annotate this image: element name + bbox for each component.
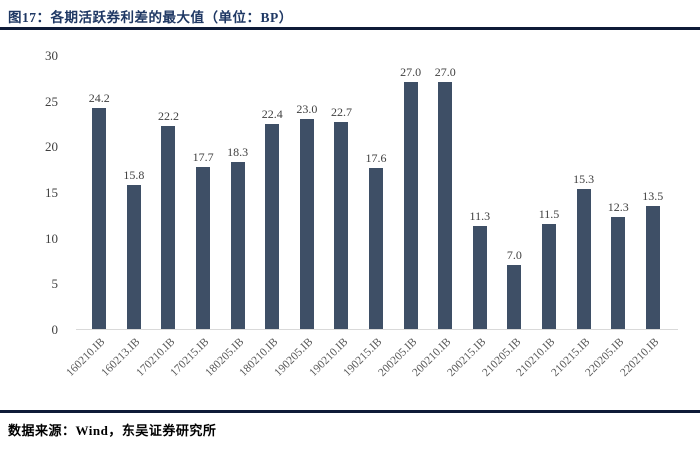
figure-title: 图17：各期活跃券利差的最大值（单位：BP） xyxy=(8,10,293,25)
bar-value-label: 15.8 xyxy=(123,167,145,182)
bar xyxy=(126,184,141,329)
bar xyxy=(542,224,557,329)
bar xyxy=(611,216,626,329)
bar-slot: 22.2 xyxy=(151,56,186,329)
y-tick-label: 5 xyxy=(51,276,59,292)
bar xyxy=(438,82,453,329)
bar-slot: 22.7 xyxy=(324,56,359,329)
bar-value-label: 22.7 xyxy=(330,104,352,119)
y-tick-label: 10 xyxy=(45,230,58,246)
bar-chart: 30 25 20 15 10 5 0 24.2 15.8 22.2 17.7 18.3 22.4 23.… xyxy=(0,33,700,410)
bar xyxy=(92,108,107,329)
bar xyxy=(265,124,280,329)
bar xyxy=(403,82,418,329)
bar-slot: 15.3 xyxy=(566,56,601,329)
bar-value-label: 11.3 xyxy=(469,208,491,223)
bar-slot: 27.0 xyxy=(393,56,428,329)
bar-slot: 24.2 xyxy=(82,56,117,329)
bar xyxy=(472,225,487,329)
bar-value-label: 23.0 xyxy=(296,101,318,116)
y-tick-label: 25 xyxy=(45,93,58,109)
bar-value-label: 7.0 xyxy=(506,248,522,263)
bar xyxy=(230,161,245,329)
y-axis: 30 25 20 15 10 5 0 xyxy=(18,48,58,338)
y-tick-label: 0 xyxy=(51,321,59,337)
data-source: 数据来源：Wind，东吴证券研究所 xyxy=(8,423,217,438)
bar xyxy=(369,168,384,329)
bar-value-label: 27.0 xyxy=(434,65,456,80)
bar xyxy=(645,205,660,329)
bar-value-label: 11.5 xyxy=(538,207,560,221)
bar xyxy=(507,265,522,329)
bar-slot: 17.6 xyxy=(359,56,394,329)
bar-slot: 12.3 xyxy=(601,56,636,329)
bar-slot: 13.5 xyxy=(636,56,671,329)
bar-value-label: 22.4 xyxy=(261,107,283,122)
bar-value-label: 24.2 xyxy=(88,91,110,105)
bar-slot: 7.0 xyxy=(497,56,532,329)
bar-slot: 15.8 xyxy=(117,56,152,329)
bar-value-label: 22.2 xyxy=(157,109,179,124)
bar-slot: 23.0 xyxy=(290,56,325,329)
bar xyxy=(196,167,211,329)
bar-slot: 27.0 xyxy=(428,56,463,329)
bar xyxy=(334,121,349,329)
bar-value-label: 17.6 xyxy=(365,151,387,166)
plot-area: 24.2 15.8 22.2 17.7 18.3 22.4 23.0 22.7 17.6 27.0… xyxy=(76,56,678,330)
bar xyxy=(161,126,176,329)
y-tick-label: 20 xyxy=(45,139,58,155)
y-tick-label: 30 xyxy=(45,48,58,63)
bar xyxy=(299,118,314,329)
bar-value-label: 18.3 xyxy=(227,144,249,159)
bar-slot: 11.3 xyxy=(463,56,498,329)
bar-slot: 18.3 xyxy=(220,56,255,329)
bar-value-label: 27.0 xyxy=(400,65,422,80)
bar-slot: 22.4 xyxy=(255,56,290,329)
y-tick-label: 15 xyxy=(45,184,58,200)
bar-slot: 11.5 xyxy=(532,56,567,329)
x-axis: 160210.IB 160213.IB 170210.IB 170215.IB 1802… xyxy=(65,333,670,407)
figure-footer: 数据来源：Wind，东吴证券研究所 xyxy=(0,410,700,452)
figure-header: 图17：各期活跃券利差的最大值（单位：BP） xyxy=(0,0,700,30)
bar-value-label: 17.7 xyxy=(192,150,214,165)
bar-slot: 17.7 xyxy=(186,56,221,329)
bar xyxy=(576,189,591,329)
bar-value-label: 15.3 xyxy=(573,172,595,187)
bar-value-label: 12.3 xyxy=(607,199,629,214)
bar-value-label: 13.5 xyxy=(642,188,664,203)
